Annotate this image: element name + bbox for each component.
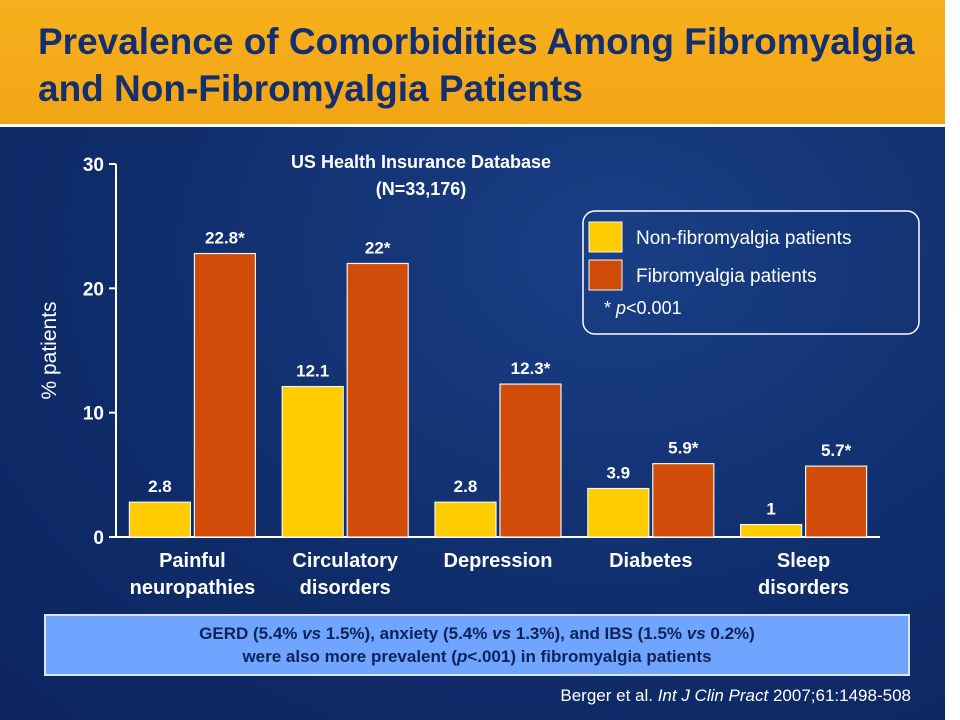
y-tick-label: 10 — [83, 404, 104, 425]
bar — [804, 465, 868, 538]
footnote-text: 0.2%) — [705, 624, 755, 643]
bar — [499, 383, 562, 538]
footnote-text: GERD (5.4% — [199, 624, 303, 643]
footnote-vs: vs — [492, 624, 512, 643]
footnote-text: 1.5%), anxiety (5.4% — [321, 624, 493, 643]
title-bar: Prevalence of Comorbidities Among Fibrom… — [0, 0, 945, 127]
y-axis-label: % patients — [38, 301, 61, 399]
citation: Berger et al. Int J Clin Pract 2007;61:1… — [560, 686, 911, 706]
footnote-text: <.001) in fibromyalgia patients — [467, 647, 712, 666]
data-label: 2.8 — [454, 477, 478, 496]
data-label: 12.1 — [296, 362, 329, 381]
bars — [128, 252, 868, 538]
data-label: 5.7* — [821, 441, 852, 460]
data-label: 5.9* — [668, 439, 699, 458]
legend: Non-fibromyalgia patients Fibromyalgia pa… — [582, 210, 920, 335]
data-label: 22* — [365, 238, 391, 257]
bar — [434, 501, 497, 538]
x-tick-label: Sleep — [777, 550, 830, 572]
x-tick-label: Diabetes — [609, 550, 692, 572]
legend-label: Non-fibromyalgia patients — [636, 228, 851, 249]
legend-label: Fibromyalgia patients — [636, 266, 817, 287]
legend-significance-note: * p<0.001 — [604, 298, 682, 318]
footnote-vs: vs — [302, 624, 322, 643]
bar — [652, 463, 715, 538]
bar — [346, 262, 409, 538]
bar — [281, 385, 344, 538]
x-tick-label: Painful — [159, 550, 226, 572]
data-label: 3.9 — [606, 464, 630, 483]
data-label: 12.3* — [511, 359, 551, 378]
citation-authors: Berger et al. — [560, 686, 658, 705]
citation-journal: Int J Clin Pract — [657, 686, 769, 705]
chart-subtitle: (N=33,176) — [376, 179, 467, 199]
legend-swatch — [588, 221, 623, 253]
data-label: 2.8 — [148, 477, 172, 496]
x-tick-label: Depression — [444, 550, 553, 572]
y-tick-label: 0 — [93, 528, 104, 549]
y-tick-label: 30 — [83, 155, 104, 176]
footnote-text: were also more prevalent ( — [242, 647, 457, 666]
x-tick-label: disorders — [300, 577, 391, 599]
bar — [128, 501, 191, 538]
footnote-line-1: GERD (5.4% vs 1.5%), anxiety (5.4% vs 1.… — [46, 622, 908, 645]
bar — [193, 252, 256, 538]
legend-swatch — [588, 259, 623, 291]
y-tick-label: 20 — [83, 279, 104, 300]
chart-subtitle: US Health Insurance Database — [291, 152, 551, 172]
slide-title: Prevalence of Comorbidities Among Fibrom… — [38, 21, 915, 109]
footnote-p: p — [456, 647, 468, 666]
legend-box — [582, 210, 920, 335]
data-labels: 2.8 22.8* Painful neuropathies 12.1 22* Circul… — [130, 229, 852, 599]
footnote-line-2: were also more prevalent (p<.001) in fib… — [46, 645, 908, 668]
footnote-text: 1.3%), and IBS (1.5% — [511, 624, 687, 643]
footnote-box: GERD (5.4% vs 1.5%), anxiety (5.4% vs 1.… — [44, 614, 910, 676]
footnote-vs: vs — [686, 624, 706, 643]
bar-chart: 0 10 20 30 % patients US Health Insurance Dat… — [38, 152, 920, 599]
bar — [739, 523, 803, 538]
data-label: 22.8* — [205, 229, 245, 248]
x-tick-label: disorders — [758, 577, 849, 599]
data-label: 1 — [766, 500, 775, 519]
x-tick-label: Circulatory — [292, 550, 398, 572]
bar — [587, 487, 650, 538]
x-tick-label: neuropathies — [130, 577, 256, 599]
citation-details: 2007;61:1498-508 — [768, 686, 911, 705]
